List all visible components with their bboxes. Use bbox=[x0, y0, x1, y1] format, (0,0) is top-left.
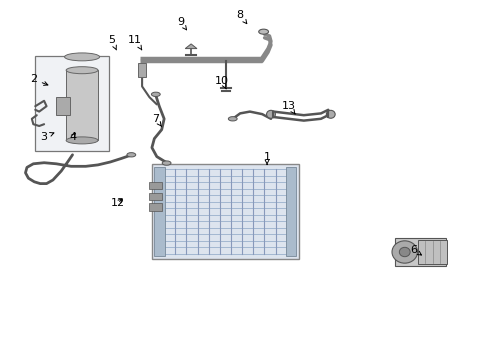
Text: 1: 1 bbox=[264, 152, 270, 165]
Text: 9: 9 bbox=[177, 17, 187, 30]
Bar bbox=[152, 164, 299, 259]
Bar bbox=[149, 182, 162, 189]
Bar bbox=[286, 167, 296, 256]
Ellipse shape bbox=[65, 53, 99, 61]
Bar bbox=[149, 193, 162, 200]
Bar bbox=[35, 56, 109, 151]
Bar bbox=[149, 203, 162, 211]
Ellipse shape bbox=[399, 247, 410, 257]
Text: 11: 11 bbox=[128, 35, 142, 50]
Text: 2: 2 bbox=[30, 74, 48, 85]
Ellipse shape bbox=[66, 137, 98, 144]
Bar bbox=[56, 97, 70, 115]
Ellipse shape bbox=[326, 110, 335, 118]
Ellipse shape bbox=[162, 161, 171, 165]
Text: 8: 8 bbox=[237, 10, 247, 24]
Text: 5: 5 bbox=[108, 35, 117, 50]
Ellipse shape bbox=[267, 110, 275, 118]
Bar bbox=[138, 63, 146, 77]
Ellipse shape bbox=[228, 117, 237, 121]
Ellipse shape bbox=[392, 241, 417, 263]
Text: 13: 13 bbox=[282, 101, 296, 114]
Text: 3: 3 bbox=[41, 132, 54, 142]
Text: 6: 6 bbox=[411, 245, 421, 255]
Text: 10: 10 bbox=[215, 76, 229, 89]
Polygon shape bbox=[185, 44, 197, 49]
Text: 12: 12 bbox=[111, 198, 124, 208]
Ellipse shape bbox=[127, 153, 136, 157]
Bar bbox=[154, 167, 165, 256]
Bar bbox=[418, 240, 447, 264]
Ellipse shape bbox=[151, 92, 160, 96]
Text: 4: 4 bbox=[69, 132, 76, 142]
Text: 7: 7 bbox=[152, 114, 162, 127]
Ellipse shape bbox=[66, 67, 98, 74]
Bar bbox=[395, 238, 446, 266]
Bar bbox=[66, 70, 98, 140]
Ellipse shape bbox=[259, 29, 269, 34]
